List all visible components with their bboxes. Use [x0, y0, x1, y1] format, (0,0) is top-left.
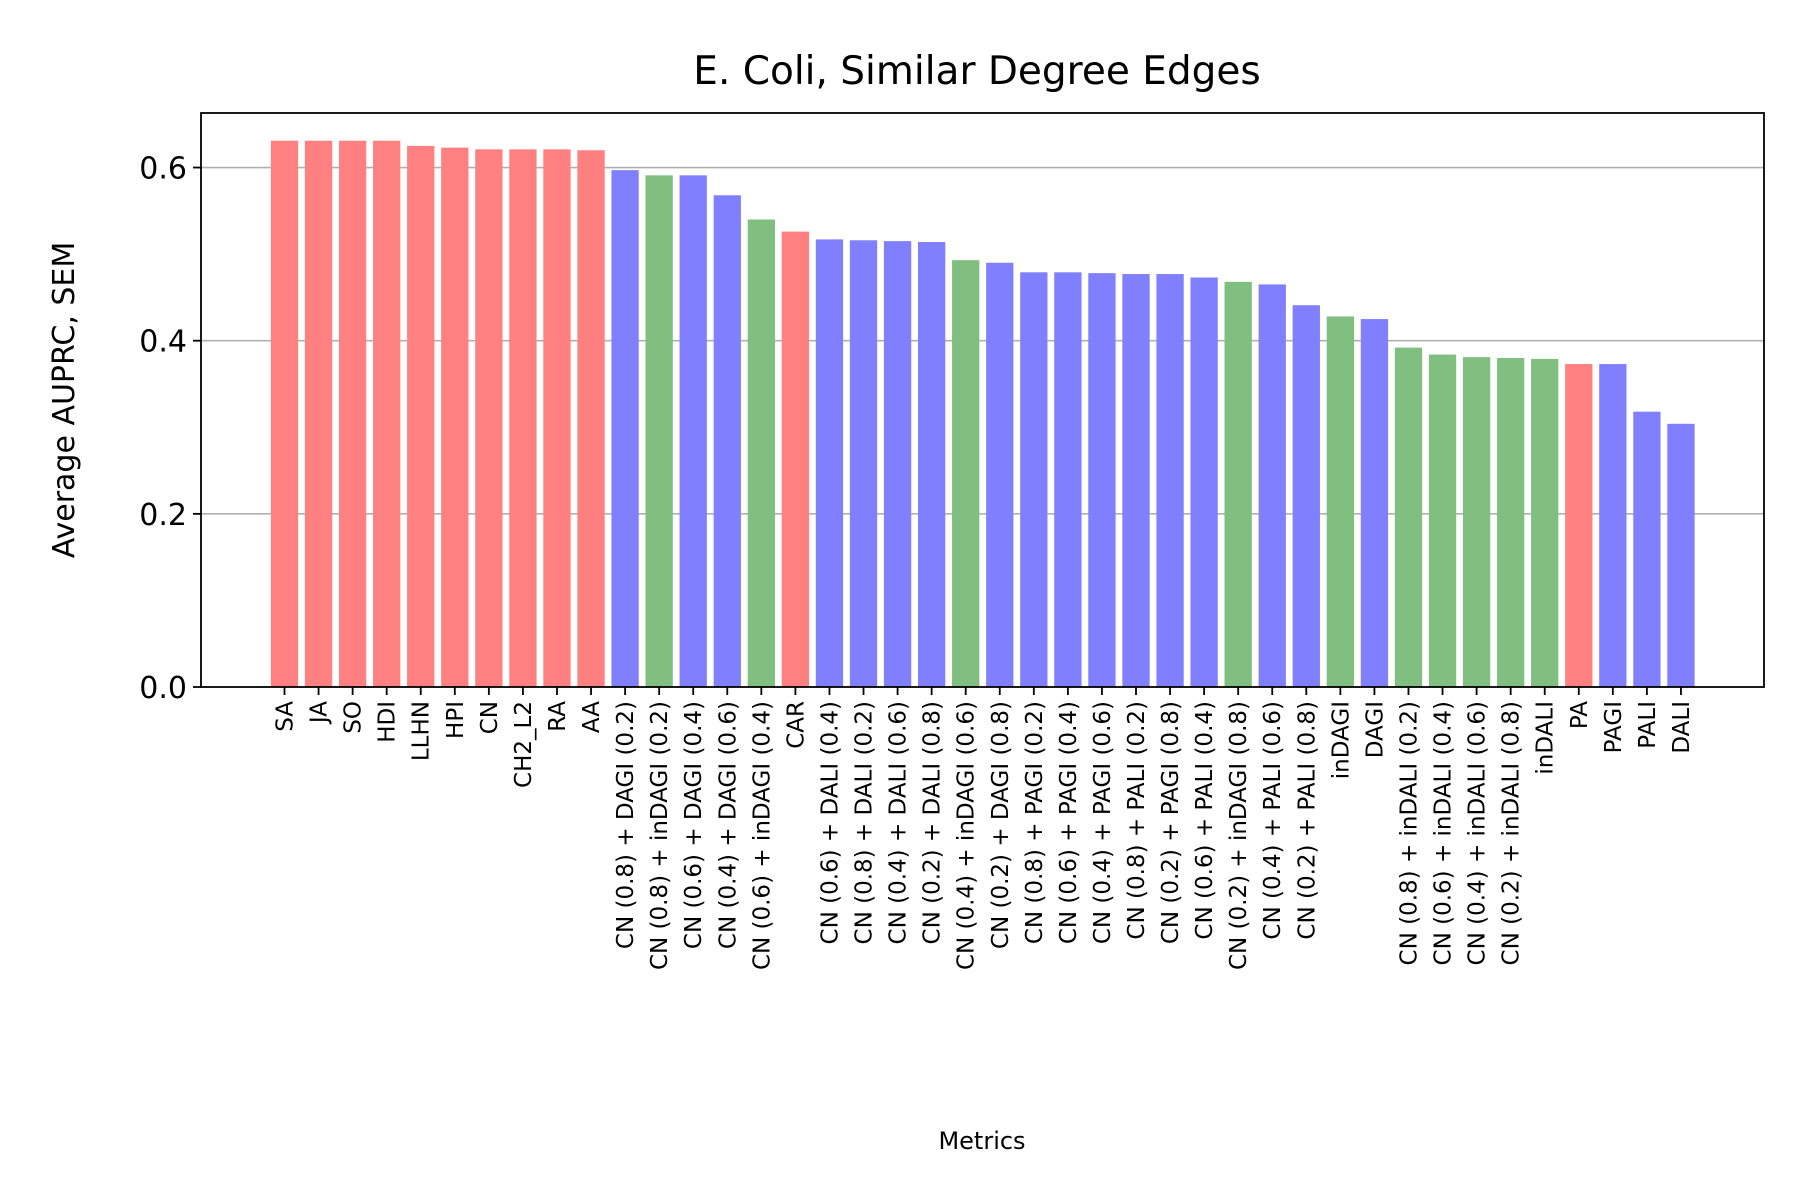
bar [1258, 284, 1286, 687]
bars [270, 140, 1695, 688]
x-tick-label: JA [307, 701, 333, 725]
x-tick-label: CN (0.8) + inDALI (0.2) [1396, 701, 1422, 965]
bar [1292, 305, 1320, 687]
x-axis-ticks: SA JA SO HDI LLHN HPI CN CH2_L2 RA AA CN (0.8) + D… [273, 687, 1695, 970]
bar [1360, 319, 1389, 687]
bar [781, 231, 810, 687]
x-tick-label: CN (0.6) + DAGI (0.4) [681, 701, 707, 949]
bar [645, 175, 673, 687]
x-tick-label: SO [341, 701, 367, 734]
x-tick-label: CN (0.4) + DAGI (0.6) [715, 701, 741, 949]
bar [1497, 358, 1525, 687]
x-tick-label: PA [1567, 701, 1593, 729]
bar [1326, 316, 1355, 687]
x-tick-label: CN (0.4) + PAGI (0.6) [1090, 701, 1116, 944]
bar [1462, 357, 1491, 687]
bar [1088, 273, 1116, 687]
x-tick-label: HPI [443, 701, 469, 739]
x-tick-label: CN (0.6) + DALI (0.4) [817, 701, 843, 944]
y-tick-label: 0.6 [139, 152, 187, 187]
x-tick-label: CH2_L2 [511, 701, 537, 788]
bar [270, 140, 299, 688]
bar [1156, 274, 1184, 687]
bar [1020, 272, 1048, 687]
bar [338, 140, 367, 688]
y-axis-ticks: 0.0 0.2 0.4 0.6 [139, 152, 201, 706]
bar [986, 262, 1014, 687]
bar [1428, 354, 1457, 687]
x-tick-label: AA [579, 701, 605, 733]
x-tick-label: CN (0.6) + inDAGI (0.4) [749, 701, 775, 970]
x-tick-label: inDAGI [1328, 701, 1354, 779]
x-tick-label: CN (0.4) + DALI (0.6) [886, 701, 912, 944]
x-tick-label: HDI [375, 701, 401, 743]
plot-frame [200, 112, 1765, 688]
x-tick-label: CN (0.2) + inDALI (0.8) [1499, 701, 1525, 965]
y-tick-label: 0.4 [139, 325, 187, 360]
x-tick-label: CN [477, 701, 503, 734]
x-tick-label: CN (0.8) + inDAGI (0.2) [647, 701, 673, 970]
x-tick-label: CN (0.2) + DAGI (0.8) [988, 701, 1014, 949]
bar [441, 147, 469, 687]
bar [1224, 281, 1252, 687]
bar [679, 175, 707, 687]
x-tick-label: SA [273, 701, 299, 732]
bar [1190, 277, 1218, 687]
y-tick-label: 0.2 [139, 498, 187, 533]
x-tick-label: CN (0.8) + DALI (0.2) [852, 701, 878, 944]
x-tick-label: LLHN [409, 701, 435, 761]
bar [509, 149, 537, 687]
gridlines [201, 166, 1764, 515]
x-tick-label: CN (0.8) + PALI (0.2) [1124, 701, 1150, 940]
bar [1667, 423, 1695, 687]
bar [713, 195, 741, 687]
y-axis-label: Average AUPRC, SEM [47, 242, 82, 559]
x-tick-label: CN (0.8) + PAGI (0.2) [1022, 701, 1048, 944]
bar [1054, 272, 1082, 687]
x-tick-label: CN (0.6) + PALI (0.4) [1192, 701, 1218, 940]
x-tick-label: CN (0.8) + DAGI (0.2) [613, 701, 639, 949]
bar [952, 260, 980, 687]
bar [849, 240, 878, 687]
bar [1394, 347, 1423, 687]
bar [577, 150, 605, 687]
bar [304, 140, 333, 688]
x-tick-label: CAR [783, 701, 809, 749]
x-tick-label: PALI [1635, 701, 1661, 749]
bar [917, 241, 946, 688]
x-tick-label: CN (0.2) + PAGI (0.8) [1158, 701, 1184, 944]
x-tick-label: CN (0.2) + DALI (0.8) [920, 701, 946, 944]
bar [611, 170, 639, 688]
bar [475, 149, 503, 687]
chart-title: E. Coli, Similar Degree Edges [693, 49, 1260, 94]
x-tick-label: CN (0.4) + PALI (0.6) [1260, 701, 1286, 940]
x-axis-label: Metrics [938, 1127, 1025, 1155]
x-tick-label: CN (0.4) + inDAGI (0.6) [954, 701, 980, 970]
x-tick-label: CN (0.4) + inDALI (0.6) [1465, 701, 1491, 965]
x-tick-label: CN (0.6) + inDALI (0.4) [1431, 701, 1457, 965]
x-tick-label: PAGI [1601, 701, 1627, 753]
x-tick-label: CN (0.2) + inDAGI (0.8) [1226, 701, 1252, 970]
bar [373, 140, 401, 688]
bar [883, 241, 912, 687]
x-tick-label: CN (0.6) + PAGI (0.4) [1056, 701, 1082, 944]
x-tick-label: inDALI [1533, 701, 1559, 775]
bar [1122, 274, 1150, 687]
y-tick-label: 0.0 [139, 671, 187, 706]
x-tick-label: DAGI [1362, 701, 1388, 758]
x-tick-label: DALI [1669, 701, 1695, 754]
bar [543, 149, 571, 687]
x-tick-label: RA [545, 701, 571, 732]
bar [1565, 364, 1593, 687]
bar [1633, 411, 1661, 687]
bar [1599, 364, 1627, 687]
x-tick-label: CN (0.2) + PALI (0.8) [1294, 701, 1320, 940]
bar [815, 239, 844, 688]
bar [747, 219, 775, 687]
bar [1531, 358, 1559, 687]
bar [407, 145, 435, 688]
